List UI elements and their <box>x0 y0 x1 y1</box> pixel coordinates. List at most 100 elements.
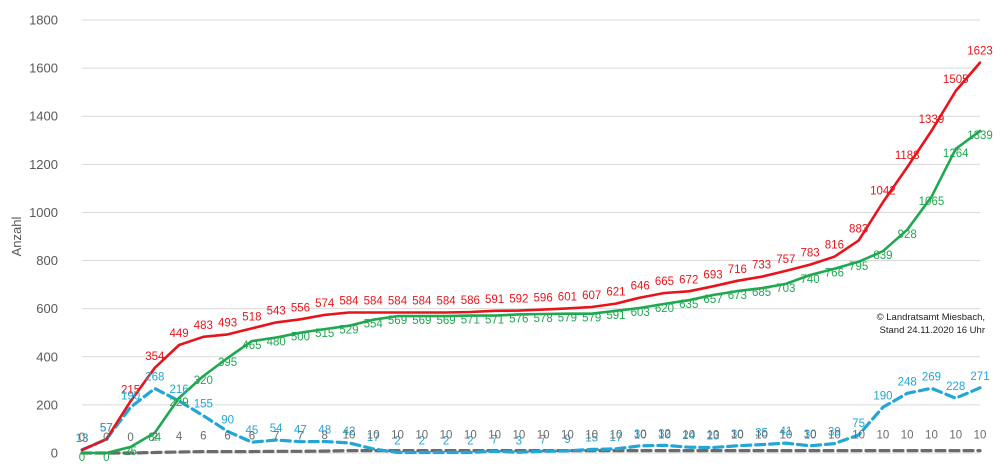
data-label: 10 <box>367 430 380 442</box>
data-label: 579 <box>582 313 601 325</box>
data-label: 571 <box>485 315 504 327</box>
y-tick-label: 0 <box>51 446 58 461</box>
data-label: 32 <box>658 428 671 440</box>
data-label: 24 <box>682 430 695 442</box>
data-label: 15 <box>585 432 598 444</box>
y-tick-label: 800 <box>36 253 58 268</box>
data-label: 248 <box>898 376 917 388</box>
data-label: 155 <box>194 399 213 411</box>
data-label: 10 <box>974 430 987 442</box>
data-label: 10 <box>901 430 914 442</box>
data-label: 584 <box>436 296 456 308</box>
data-label: 57 <box>100 422 113 434</box>
y-axis-label: Anzahl <box>9 217 24 257</box>
data-label: 556 <box>291 302 310 314</box>
data-label: 4 <box>176 431 183 443</box>
data-label: 584 <box>339 296 359 308</box>
data-label: 10 <box>440 430 453 442</box>
data-label: 10 <box>731 430 744 442</box>
data-label: 543 <box>267 305 286 317</box>
data-label: 10 <box>658 430 671 442</box>
data-label: 1264 <box>943 148 969 160</box>
data-label: 665 <box>655 276 674 288</box>
data-label: 229 <box>169 397 188 409</box>
y-tick-label: 1000 <box>29 205 58 220</box>
y-tick-label: 600 <box>36 301 58 316</box>
data-label: 2 <box>419 436 425 448</box>
data-label: 0 <box>103 432 109 444</box>
data-label: 10 <box>561 430 574 442</box>
data-label: 10 <box>634 430 647 442</box>
data-label: 269 <box>922 371 941 383</box>
series-line-3 <box>80 386 982 455</box>
data-label: 928 <box>898 229 917 241</box>
data-label: 703 <box>776 283 795 295</box>
data-label: 7 <box>273 430 279 442</box>
data-label: 493 <box>218 317 237 329</box>
data-label: 10 <box>610 430 623 442</box>
data-label: 216 <box>169 384 188 396</box>
data-label: 215 <box>121 384 140 396</box>
data-label: 1188 <box>895 150 920 162</box>
data-label: 25 <box>124 446 137 458</box>
data-label: 10 <box>537 430 550 442</box>
data-label: 1505 <box>943 74 969 86</box>
data-label: 635 <box>679 299 698 311</box>
data-label: 601 <box>558 291 577 303</box>
y-tick-label: 1800 <box>29 13 58 28</box>
data-label: 591 <box>485 294 504 306</box>
data-label: 10 <box>755 430 768 442</box>
data-label: 483 <box>194 320 213 332</box>
data-label: 271 <box>970 371 989 383</box>
data-label: 569 <box>388 315 407 327</box>
data-label: 10 <box>415 430 428 442</box>
data-label: 1623 <box>967 46 993 58</box>
data-label: 0 <box>127 432 133 444</box>
data-label: 646 <box>631 281 650 293</box>
data-label: 1065 <box>919 196 945 208</box>
data-label: 10 <box>877 430 890 442</box>
data-label: 10 <box>391 430 404 442</box>
data-label: 10 <box>779 430 792 442</box>
data-label: 620 <box>655 303 674 315</box>
y-tick-label: 400 <box>36 349 58 364</box>
data-label: 576 <box>509 313 528 325</box>
data-label: 228 <box>946 381 965 393</box>
data-label: 90 <box>221 414 234 426</box>
data-label: 584 <box>388 296 408 308</box>
data-label: 57 <box>100 422 113 434</box>
data-label: 569 <box>436 315 455 327</box>
data-label: 569 <box>412 315 431 327</box>
data-label: 1339 <box>967 130 993 142</box>
data-label: 465 <box>242 340 261 352</box>
series-line-1 <box>80 61 982 452</box>
data-label: 518 <box>242 311 261 323</box>
data-label: 10 <box>852 430 865 442</box>
data-label: 30 <box>634 429 647 441</box>
data-label: 816 <box>825 240 844 252</box>
data-label: 75 <box>852 418 865 430</box>
data-label: 3 <box>516 435 522 447</box>
data-label: 9 <box>564 434 570 446</box>
data-label: 783 <box>801 248 820 260</box>
data-label: 574 <box>315 298 335 310</box>
data-label: 584 <box>412 296 432 308</box>
series-lines <box>80 61 982 455</box>
data-label: 7 <box>540 434 546 446</box>
data-label: 766 <box>825 268 844 280</box>
data-label: 10 <box>707 430 720 442</box>
data-label: 7 <box>297 430 303 442</box>
data-label: 395 <box>218 357 237 369</box>
data-label: 190 <box>873 390 892 402</box>
data-label: 7 <box>491 434 497 446</box>
data-label: 592 <box>509 294 528 306</box>
data-label: 8 <box>321 430 327 442</box>
data-label: 571 <box>461 315 480 327</box>
data-label: 41 <box>779 426 792 438</box>
data-label: 733 <box>752 260 771 272</box>
data-label: 35 <box>755 428 768 440</box>
data-label: 716 <box>728 264 747 276</box>
